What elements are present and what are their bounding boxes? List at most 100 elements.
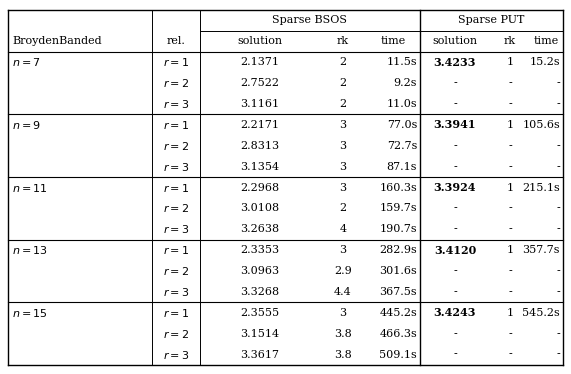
- Text: BroydenBanded: BroydenBanded: [12, 36, 102, 46]
- Text: 1: 1: [506, 183, 513, 193]
- Text: 3.3617: 3.3617: [240, 350, 279, 359]
- Text: 15.2s: 15.2s: [529, 57, 560, 67]
- Text: $r = 3$: $r = 3$: [163, 223, 189, 235]
- Text: $r = 3$: $r = 3$: [163, 98, 189, 110]
- Text: -: -: [453, 350, 457, 359]
- Text: -: -: [556, 266, 560, 276]
- Text: 3.8: 3.8: [334, 329, 352, 339]
- Text: $n = 15$: $n = 15$: [12, 307, 48, 319]
- Text: 2: 2: [339, 78, 347, 88]
- Text: 2.1371: 2.1371: [240, 57, 279, 67]
- Text: 466.3s: 466.3s: [379, 329, 417, 339]
- Text: -: -: [508, 329, 512, 339]
- Text: 301.6s: 301.6s: [379, 266, 417, 276]
- Text: 105.6s: 105.6s: [522, 120, 560, 130]
- Text: 2: 2: [339, 99, 347, 109]
- Text: 3.8: 3.8: [334, 350, 352, 359]
- Text: 367.5s: 367.5s: [379, 287, 417, 297]
- Text: 3: 3: [339, 162, 347, 172]
- Text: 2.2968: 2.2968: [240, 183, 280, 193]
- Text: $r = 2$: $r = 2$: [163, 202, 189, 214]
- Text: 545.2s: 545.2s: [522, 308, 560, 318]
- Text: 3: 3: [339, 183, 347, 193]
- Text: 3.2638: 3.2638: [240, 224, 280, 234]
- Text: -: -: [453, 162, 457, 172]
- Text: $r = 2$: $r = 2$: [163, 265, 189, 277]
- Text: 3.0108: 3.0108: [240, 203, 280, 214]
- Text: 160.3s: 160.3s: [379, 183, 417, 193]
- Text: 3.3941: 3.3941: [434, 119, 476, 131]
- Text: -: -: [508, 287, 512, 297]
- Text: 3.4233: 3.4233: [434, 57, 476, 68]
- Text: 190.7s: 190.7s: [379, 224, 417, 234]
- Text: rel.: rel.: [167, 36, 186, 46]
- Text: 3.4243: 3.4243: [434, 307, 476, 318]
- Text: -: -: [453, 224, 457, 234]
- Text: 2.7522: 2.7522: [240, 78, 279, 88]
- Text: -: -: [508, 350, 512, 359]
- Text: 72.7s: 72.7s: [387, 141, 417, 151]
- Text: -: -: [556, 287, 560, 297]
- Text: -: -: [453, 141, 457, 151]
- Text: time: time: [380, 36, 405, 46]
- Text: $r = 1$: $r = 1$: [163, 119, 189, 131]
- Text: -: -: [453, 329, 457, 339]
- Text: -: -: [556, 162, 560, 172]
- Text: 3.4120: 3.4120: [434, 245, 476, 256]
- Text: 4.4: 4.4: [334, 287, 352, 297]
- Text: 357.7s: 357.7s: [522, 245, 560, 255]
- Text: 2.8313: 2.8313: [240, 141, 280, 151]
- Text: solution: solution: [432, 36, 477, 46]
- Text: 3.3924: 3.3924: [434, 182, 476, 193]
- Text: 3.3268: 3.3268: [240, 287, 280, 297]
- Text: rk: rk: [504, 36, 516, 46]
- Text: 3: 3: [339, 141, 347, 151]
- Text: -: -: [453, 287, 457, 297]
- Text: $r = 2$: $r = 2$: [163, 77, 189, 89]
- Text: $r = 3$: $r = 3$: [163, 349, 189, 361]
- Text: 2.3555: 2.3555: [240, 308, 280, 318]
- Text: 159.7s: 159.7s: [379, 203, 417, 214]
- Text: 3.1161: 3.1161: [240, 99, 280, 109]
- Text: 2: 2: [339, 203, 347, 214]
- Text: -: -: [508, 162, 512, 172]
- Text: $r = 3$: $r = 3$: [163, 286, 189, 298]
- Text: 282.9s: 282.9s: [379, 245, 417, 255]
- Text: 3: 3: [339, 120, 347, 130]
- Text: $n = 9$: $n = 9$: [12, 119, 41, 131]
- Text: 4: 4: [339, 224, 347, 234]
- Text: -: -: [453, 99, 457, 109]
- Text: $r = 3$: $r = 3$: [163, 160, 189, 173]
- Text: 87.1s: 87.1s: [387, 162, 417, 172]
- Text: 2.3353: 2.3353: [240, 245, 280, 255]
- Text: 509.1s: 509.1s: [379, 350, 417, 359]
- Text: Sparse PUT: Sparse PUT: [459, 15, 525, 25]
- Text: rk: rk: [337, 36, 349, 46]
- Text: 1: 1: [506, 57, 513, 67]
- Text: 215.1s: 215.1s: [522, 183, 560, 193]
- Text: -: -: [508, 203, 512, 214]
- Text: -: -: [556, 78, 560, 88]
- Text: -: -: [508, 99, 512, 109]
- Text: $r = 1$: $r = 1$: [163, 56, 189, 68]
- Text: $r = 2$: $r = 2$: [163, 140, 189, 152]
- Text: 3.1514: 3.1514: [240, 329, 280, 339]
- Text: $n = 13$: $n = 13$: [12, 244, 48, 256]
- Text: 2: 2: [339, 57, 347, 67]
- Text: $r = 1$: $r = 1$: [163, 181, 189, 193]
- Text: 2.2171: 2.2171: [240, 120, 279, 130]
- Text: -: -: [556, 224, 560, 234]
- Text: -: -: [453, 78, 457, 88]
- Text: 1: 1: [506, 120, 513, 130]
- Text: 445.2s: 445.2s: [379, 308, 417, 318]
- Text: -: -: [556, 99, 560, 109]
- Text: 1: 1: [506, 245, 513, 255]
- Text: 77.0s: 77.0s: [387, 120, 417, 130]
- Text: $n = 11$: $n = 11$: [12, 181, 48, 193]
- Text: 3: 3: [339, 245, 347, 255]
- Text: -: -: [453, 203, 457, 214]
- Text: Sparse BSOS: Sparse BSOS: [272, 15, 348, 25]
- Text: 11.0s: 11.0s: [387, 99, 417, 109]
- Text: solution: solution: [238, 36, 283, 46]
- Text: -: -: [453, 266, 457, 276]
